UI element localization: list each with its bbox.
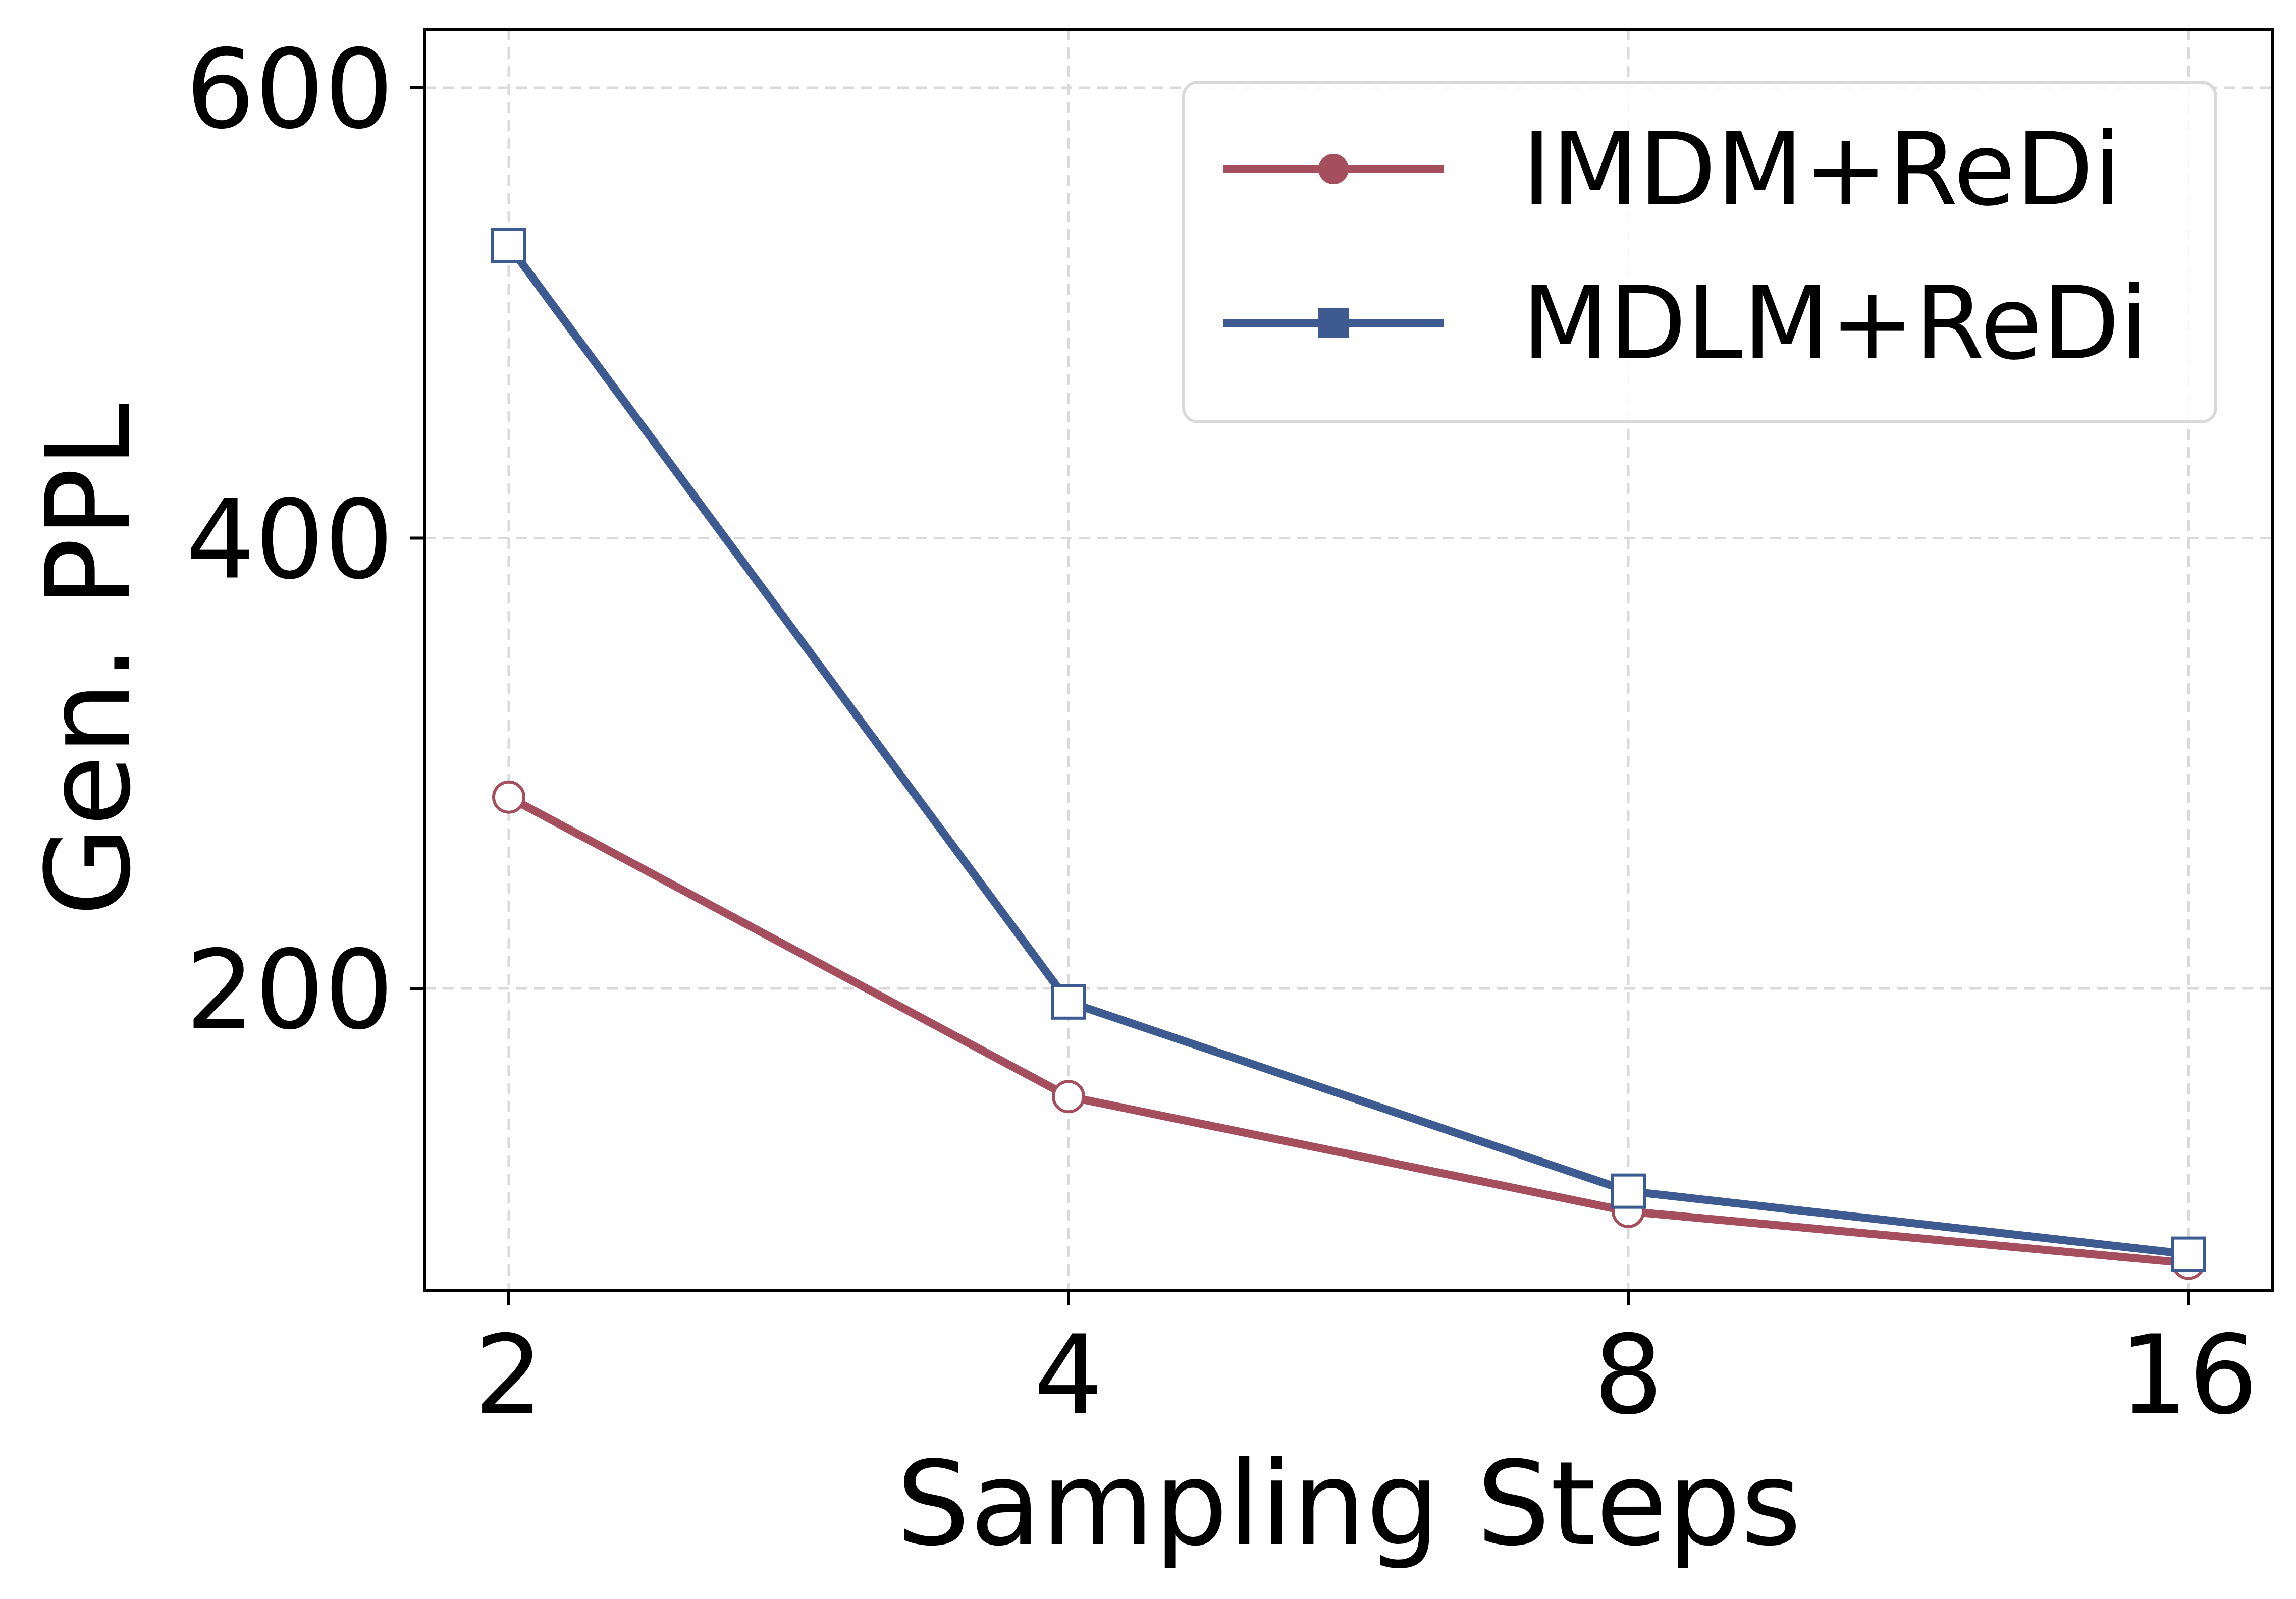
series-2 — [491, 228, 2206, 1272]
legend-item: IMDM+ReDi — [1223, 111, 2121, 229]
plot-area-frame — [423, 28, 2274, 1292]
y-tick-label: 200 — [186, 927, 394, 1054]
y-axis-title: Gen. PPL — [22, 403, 156, 916]
series-line — [505, 241, 2193, 1258]
data-point — [1051, 984, 1086, 1020]
data-point — [491, 228, 526, 263]
y-tick-label: 600 — [186, 26, 394, 153]
legend-item: MDLM+ReDi — [1223, 265, 2148, 382]
x-tick-label: 2 — [474, 1312, 543, 1439]
legend-marker — [1318, 308, 1349, 338]
x-tick-label: 8 — [1593, 1312, 1663, 1439]
x-axis: 2 4 8 16 — [474, 1290, 2258, 1439]
x-tick-label: 16 — [2119, 1312, 2258, 1439]
data-point — [1052, 1080, 1085, 1114]
legend-label: MDLM+ReDi — [1522, 265, 2148, 382]
series-layer — [491, 228, 2206, 1280]
x-tick-label: 4 — [1034, 1312, 1103, 1439]
x-axis-title: Sampling Steps — [896, 1437, 1801, 1572]
y-axis: 200 400 600 — [186, 26, 425, 1054]
y-tick-label: 400 — [186, 477, 394, 603]
data-point — [1611, 1173, 1646, 1209]
legend: IMDM+ReDi MDLM+ReDi — [1182, 81, 2217, 423]
legend-marker — [1318, 154, 1349, 184]
data-point — [2171, 1236, 2206, 1272]
series-1 — [492, 780, 2205, 1280]
legend-label: IMDM+ReDi — [1522, 111, 2121, 229]
data-point — [492, 780, 525, 814]
series-line — [505, 793, 2193, 1267]
